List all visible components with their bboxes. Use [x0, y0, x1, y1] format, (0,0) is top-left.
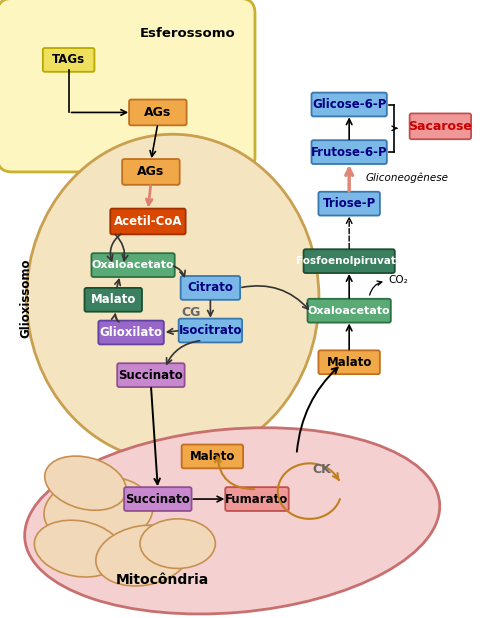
FancyBboxPatch shape — [307, 299, 390, 323]
Text: Glioxissomo: Glioxissomo — [19, 258, 32, 337]
FancyBboxPatch shape — [0, 0, 255, 172]
Text: Succinato: Succinato — [118, 368, 183, 382]
Text: Gliconeogênese: Gliconeogênese — [365, 172, 448, 183]
Ellipse shape — [27, 134, 318, 462]
Text: Mitocôndria: Mitocôndria — [116, 574, 209, 587]
FancyBboxPatch shape — [311, 93, 386, 116]
FancyBboxPatch shape — [129, 99, 186, 125]
FancyBboxPatch shape — [182, 444, 242, 468]
FancyBboxPatch shape — [84, 288, 142, 311]
Text: Acetil-CoA: Acetil-CoA — [113, 215, 182, 228]
FancyBboxPatch shape — [303, 249, 394, 273]
FancyBboxPatch shape — [311, 140, 386, 164]
Text: Esferossomo: Esferossomo — [139, 27, 235, 40]
Text: Fosfoenolpiruvato: Fosfoenolpiruvato — [295, 256, 402, 266]
Text: Sacarose: Sacarose — [408, 120, 471, 133]
Text: Malato: Malato — [189, 450, 235, 463]
FancyBboxPatch shape — [91, 253, 174, 277]
Text: Oxaloacetato: Oxaloacetato — [307, 306, 390, 316]
Text: AGs: AGs — [144, 106, 171, 119]
Ellipse shape — [45, 456, 126, 510]
Text: Glicose-6-P: Glicose-6-P — [311, 98, 386, 111]
Text: CO₂: CO₂ — [388, 275, 408, 285]
FancyBboxPatch shape — [110, 209, 185, 234]
FancyBboxPatch shape — [98, 321, 164, 344]
Text: TAGs: TAGs — [52, 53, 85, 66]
Text: CK: CK — [311, 463, 330, 476]
FancyBboxPatch shape — [409, 114, 470, 139]
Ellipse shape — [34, 520, 122, 577]
Ellipse shape — [96, 525, 190, 586]
Text: Glioxilato: Glioxilato — [99, 326, 162, 339]
FancyBboxPatch shape — [225, 487, 288, 511]
FancyBboxPatch shape — [178, 319, 242, 342]
Text: Frutose-6-P: Frutose-6-P — [310, 146, 387, 159]
Text: Fumarato: Fumarato — [225, 493, 288, 506]
FancyBboxPatch shape — [318, 192, 379, 216]
Ellipse shape — [25, 428, 439, 614]
Ellipse shape — [140, 519, 215, 569]
Text: Triose-P: Triose-P — [322, 197, 375, 210]
Ellipse shape — [44, 476, 152, 546]
FancyBboxPatch shape — [318, 350, 379, 374]
Text: CG: CG — [181, 306, 200, 319]
FancyBboxPatch shape — [122, 159, 179, 185]
Text: Malato: Malato — [326, 356, 371, 369]
Text: Malato: Malato — [91, 294, 136, 307]
FancyBboxPatch shape — [180, 276, 240, 300]
FancyBboxPatch shape — [124, 487, 191, 511]
FancyBboxPatch shape — [117, 363, 184, 387]
FancyBboxPatch shape — [43, 48, 94, 72]
Text: Oxaloacetato: Oxaloacetato — [91, 260, 174, 270]
Text: AGs: AGs — [137, 166, 164, 179]
Text: Citrato: Citrato — [187, 281, 233, 294]
Text: Succinato: Succinato — [125, 493, 190, 506]
Text: Isocitrato: Isocitrato — [178, 324, 242, 337]
